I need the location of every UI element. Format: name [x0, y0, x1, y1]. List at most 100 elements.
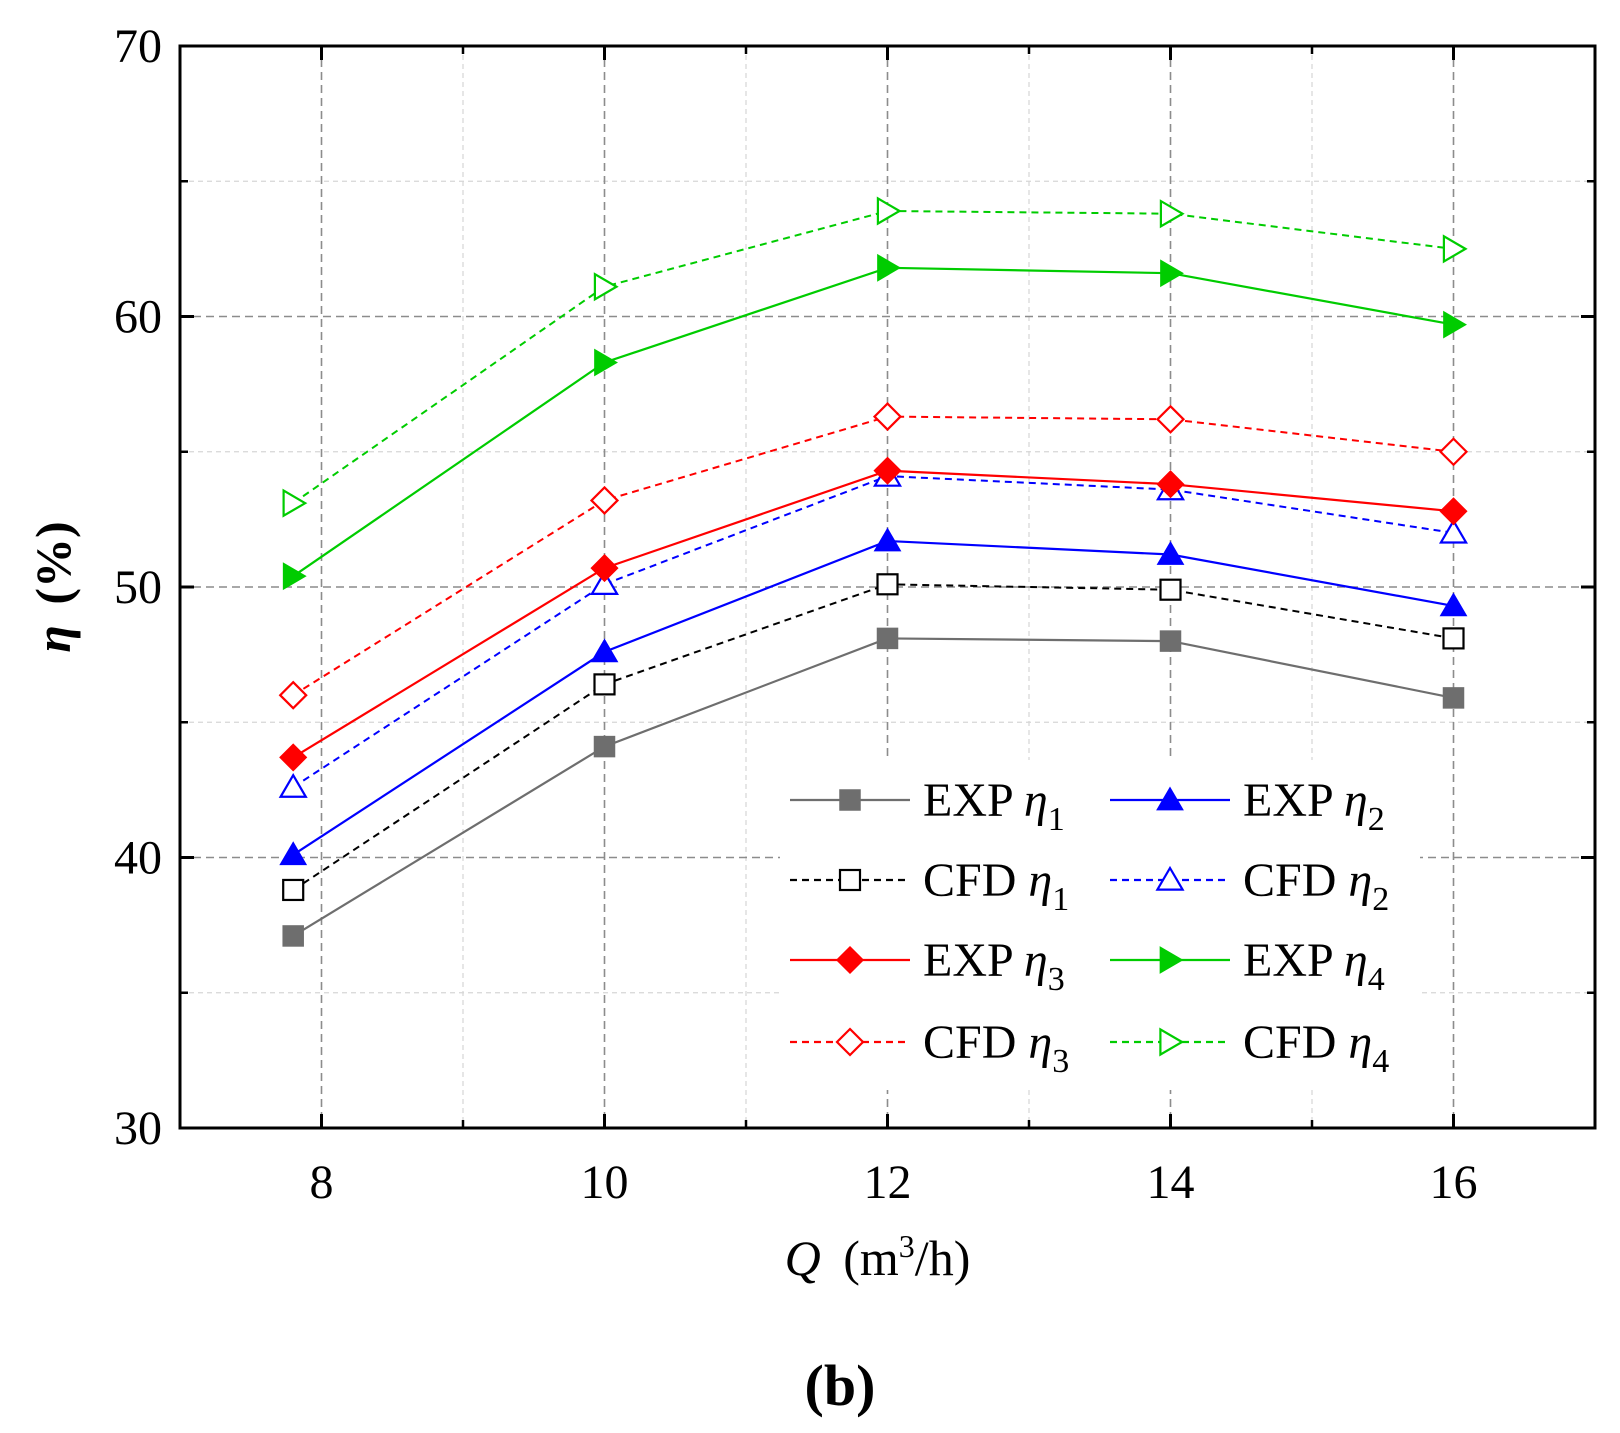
data-point — [590, 554, 619, 583]
x-axis-unit-pre: (m — [843, 1230, 899, 1286]
legend-marker — [1159, 1027, 1185, 1057]
x-axis-title: Q (m3/h) — [785, 1228, 971, 1286]
legend-label-symbol: η — [1344, 934, 1368, 987]
data-point — [876, 196, 902, 226]
legend-label-prefix: CFD — [1243, 1016, 1348, 1069]
data-point — [593, 272, 619, 302]
series-cfd-eta3 — [278, 402, 1469, 710]
legend-label: EXP η2 — [1243, 774, 1385, 838]
x-tick-label: 10 — [581, 1156, 629, 1209]
series-exp-eta1 — [282, 627, 1465, 947]
data-point — [593, 673, 616, 696]
legend-label: CFD η2 — [1243, 854, 1389, 918]
legend-label-subscript: 2 — [1372, 881, 1389, 918]
legend-marker — [839, 789, 861, 811]
legend-label: CFD η1 — [923, 854, 1069, 918]
legend-entry: EXP η1 — [790, 774, 1065, 838]
series-line — [292, 469, 1454, 759]
data-point — [282, 925, 304, 947]
series-cfd-eta1 — [282, 573, 1465, 902]
data-point — [278, 680, 308, 710]
legend-label-subscript: 3 — [1052, 1043, 1069, 1080]
legend-label-prefix: CFD — [923, 1016, 1028, 1069]
data-point — [279, 841, 308, 866]
data-point — [1439, 497, 1468, 526]
y-tick-label: 70 — [114, 20, 162, 73]
legend-label: CFD η4 — [1243, 1016, 1389, 1080]
series-line — [292, 209, 1454, 504]
data-point — [282, 562, 307, 591]
series-cfd-eta4 — [282, 196, 1468, 518]
data-point — [278, 772, 308, 798]
legend-label-prefix: EXP — [1243, 934, 1344, 987]
x-tick-label: 8 — [310, 1156, 334, 1209]
legend-label: EXP η4 — [1243, 934, 1385, 998]
data-point — [1438, 437, 1469, 467]
legend-label-symbol: η — [1024, 774, 1048, 827]
legend-entry: CFD η1 — [790, 854, 1069, 918]
x-tick-label: 14 — [1147, 1156, 1195, 1209]
data-point — [590, 638, 619, 663]
legend-label-symbol: η — [1348, 854, 1372, 907]
y-tick-label: 60 — [114, 291, 162, 344]
series-exp-eta2 — [279, 527, 1468, 866]
y-tick-label: 50 — [114, 561, 162, 614]
data-point — [876, 627, 899, 650]
legend-marker — [1155, 865, 1185, 891]
data-point — [872, 402, 903, 432]
x-tick-label: 16 — [1430, 1156, 1478, 1209]
legend-entry: EXP η3 — [790, 934, 1065, 998]
data-point — [1156, 541, 1185, 565]
legend-label: CFD η3 — [923, 1016, 1069, 1080]
x-axis-unit-sup: 3 — [899, 1228, 915, 1264]
series-exp-eta3 — [279, 456, 1468, 772]
data-point — [1442, 627, 1465, 650]
legend-label-prefix: EXP — [923, 774, 1024, 827]
legend-label-prefix: EXP — [1243, 774, 1344, 827]
y-axis-title: η (%) — [25, 521, 81, 652]
legend-label-symbol: η — [1344, 774, 1368, 827]
legend-entry: EXP η2 — [1110, 774, 1385, 838]
y-axis-symbol: η — [25, 625, 81, 652]
data-point — [1442, 687, 1465, 709]
data-point — [876, 573, 899, 596]
legend-label-prefix: CFD — [1243, 854, 1348, 907]
data-point — [279, 743, 308, 772]
data-point — [1439, 592, 1468, 617]
legend-marker — [835, 1027, 865, 1057]
data-point — [1160, 259, 1184, 288]
data-point — [1159, 199, 1185, 229]
data-point — [1159, 578, 1182, 601]
data-point — [877, 253, 901, 282]
legend-label-subscript: 2 — [1368, 801, 1385, 838]
y-tick-label: 40 — [114, 832, 162, 885]
x-tick-label: 12 — [864, 1156, 912, 1209]
legend-entry: EXP η4 — [1110, 934, 1385, 998]
legend-label-symbol: η — [1348, 1016, 1372, 1069]
legend-entry: CFD η3 — [790, 1016, 1069, 1080]
data-point — [1155, 404, 1186, 434]
legend-label: EXP η1 — [923, 774, 1065, 838]
data-point — [1438, 518, 1469, 544]
data-point — [282, 488, 308, 518]
legend-label-symbol: η — [1028, 854, 1052, 907]
legend-label-subscript: 4 — [1372, 1043, 1389, 1080]
data-point — [873, 456, 902, 485]
legend-entry: CFD η4 — [1110, 1016, 1389, 1080]
data-point — [589, 570, 620, 595]
data-point — [1159, 630, 1182, 652]
legend-label: EXP η3 — [923, 934, 1065, 998]
data-point — [282, 878, 305, 902]
data-point — [1156, 470, 1185, 499]
data-point — [873, 527, 902, 552]
legend-marker — [1156, 786, 1184, 811]
plot-series — [278, 196, 1469, 947]
legend-background — [780, 760, 1420, 1090]
series-line — [292, 415, 1454, 697]
legend-marker — [835, 945, 865, 975]
legend-label-subscript: 1 — [1048, 801, 1065, 838]
panel-label: (b) — [805, 1353, 876, 1418]
